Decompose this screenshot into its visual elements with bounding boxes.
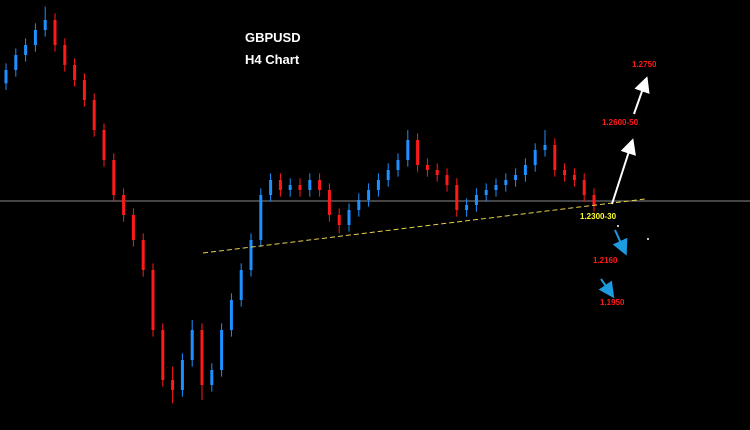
candle-body (367, 190, 371, 200)
candle-body (141, 240, 145, 270)
candle-body (484, 190, 488, 195)
target-label: 1.2160 (593, 256, 618, 265)
arrow-down (612, 229, 628, 256)
candle-body (131, 215, 135, 240)
candle-body (445, 175, 449, 185)
candle-body (102, 130, 106, 160)
target-label: 1.2750 (632, 60, 657, 69)
candle-body (239, 270, 243, 300)
candle-body (474, 195, 478, 205)
candle-body (190, 330, 194, 360)
candle-body (171, 380, 175, 390)
candle-body (43, 20, 47, 30)
candle-body (376, 180, 380, 190)
arrow-down (598, 278, 615, 299)
candle-body (220, 330, 224, 370)
chart-subtitle: H4 Chart (245, 52, 300, 67)
candle-body (210, 370, 214, 385)
candle-body (180, 360, 184, 390)
candle-body (455, 185, 459, 210)
candle-body (278, 180, 282, 190)
support-label: 1.2300-30 (580, 212, 617, 221)
candle-body (269, 180, 273, 195)
candle-body (249, 240, 253, 270)
candle-body (259, 195, 263, 240)
candle-body (337, 215, 341, 225)
candle-body (229, 300, 233, 330)
candle-body (4, 70, 8, 84)
candle-body (200, 330, 204, 385)
candle-body (406, 140, 410, 160)
candle-body (435, 170, 439, 175)
candle-body (465, 205, 469, 210)
dot (647, 238, 649, 240)
target-label: 1.2600-50 (602, 118, 639, 127)
chart-title: GBPUSD (245, 30, 301, 45)
arrow-up (633, 76, 650, 115)
candle-body (494, 185, 498, 190)
candle-body (92, 100, 96, 130)
dot (617, 225, 619, 227)
candle-body (161, 330, 165, 380)
candle-body (563, 170, 567, 175)
arrow-up (611, 138, 636, 205)
candle-body (523, 165, 527, 175)
candle-body (82, 80, 86, 100)
candle-body (327, 190, 331, 215)
candle-body (572, 175, 576, 180)
candle-body (318, 180, 322, 190)
candle-body (425, 165, 429, 170)
candle-body (122, 195, 126, 215)
candle-body (396, 160, 400, 170)
candle-body (386, 170, 390, 180)
candle-body (592, 195, 596, 205)
candle-body (416, 140, 420, 165)
candle-body (504, 180, 508, 185)
candle-body (308, 180, 312, 190)
candle-body (514, 175, 518, 180)
candle-body (73, 65, 77, 80)
trendline (202, 198, 646, 254)
target-label: 1.1950 (600, 298, 625, 307)
candle-body (543, 145, 547, 150)
candle-body (53, 20, 57, 45)
candle-body (24, 45, 28, 55)
candle-body (582, 180, 586, 195)
candle-body (63, 45, 67, 65)
candle-body (288, 185, 292, 190)
candle-body (553, 145, 557, 170)
candle-body (298, 185, 302, 190)
candle-body (151, 270, 155, 330)
candle-body (357, 200, 361, 210)
candle-body (112, 160, 116, 195)
candle-body (533, 150, 537, 165)
candle-body (347, 210, 351, 225)
candle-body (33, 30, 37, 45)
candle-body (14, 55, 18, 70)
